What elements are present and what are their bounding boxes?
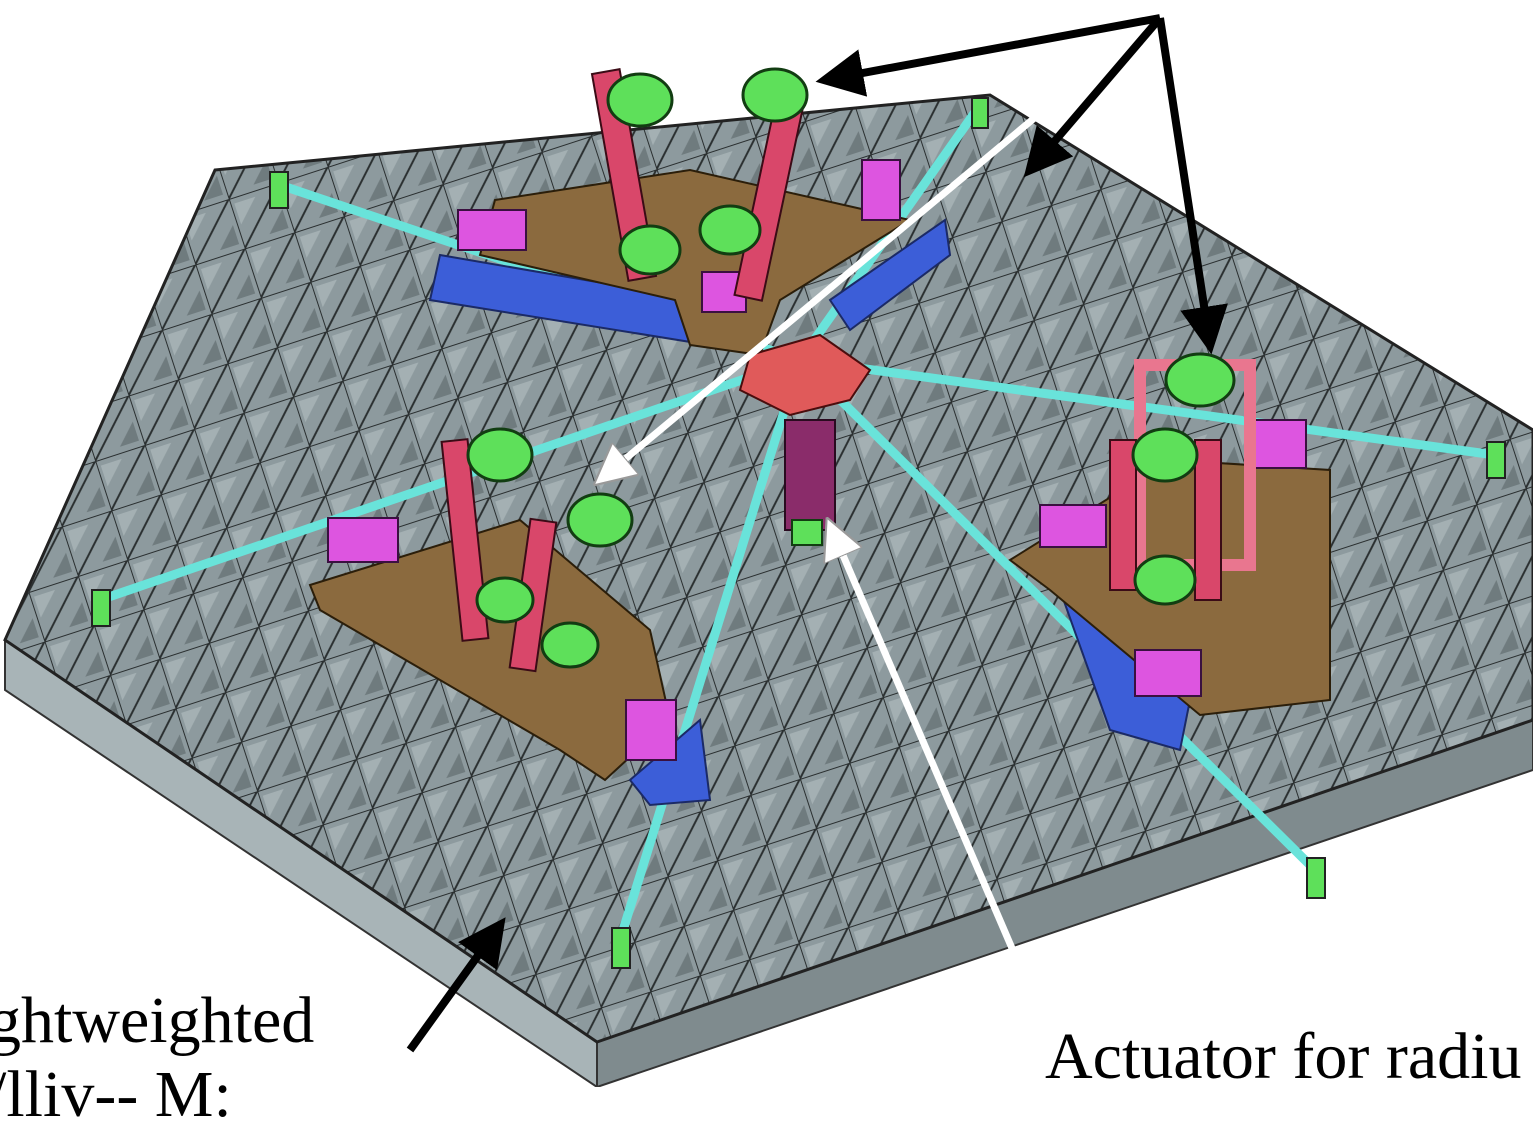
actuator-tower-left bbox=[440, 427, 634, 673]
strut-foot bbox=[1306, 857, 1326, 899]
flexure-block bbox=[457, 209, 527, 251]
arrow-white bbox=[830, 525, 1049, 1027]
actuator-coil bbox=[566, 492, 634, 548]
strut-foot bbox=[971, 97, 989, 129]
central-hub bbox=[738, 333, 872, 546]
white-arrows bbox=[600, 77, 1083, 1027]
strut-foot bbox=[1486, 441, 1506, 479]
strut-foot bbox=[269, 171, 289, 209]
strut bbox=[795, 355, 1320, 875]
strut bbox=[615, 355, 805, 945]
mirror-top-face bbox=[3, 93, 1533, 1044]
actuator-coil bbox=[475, 576, 535, 624]
hub-plate bbox=[738, 333, 872, 417]
strut-foot bbox=[611, 927, 631, 969]
actuator-coil bbox=[466, 427, 534, 483]
mirror-label-line1: ghtweighted bbox=[0, 984, 315, 1057]
flexure-block bbox=[861, 159, 901, 221]
whiffle-bar bbox=[828, 218, 952, 332]
actuator-post bbox=[1109, 439, 1137, 591]
flexure-block bbox=[327, 517, 399, 563]
strut-feet bbox=[91, 97, 1506, 969]
actuator-post bbox=[1194, 439, 1222, 601]
arrow-black bbox=[815, 14, 1161, 97]
flexure-block bbox=[625, 699, 677, 761]
black-arrows bbox=[406, 14, 1228, 1053]
mirror-label-line2: /lliv-- M: bbox=[0, 1058, 232, 1131]
flexure-block bbox=[1249, 419, 1307, 469]
actuator-post bbox=[440, 438, 490, 642]
actuator-coil bbox=[741, 67, 809, 123]
actuator-coil bbox=[606, 72, 674, 128]
actuator-label: Actuator for radiu bbox=[1045, 1020, 1522, 1093]
radius-actuator-base bbox=[791, 519, 823, 546]
arrow-white bbox=[600, 77, 1083, 480]
whiffle-bars bbox=[428, 218, 1192, 807]
strut bbox=[795, 355, 1500, 460]
actuator-coil bbox=[1164, 352, 1236, 408]
actuator-coil bbox=[540, 621, 600, 669]
flexure-block bbox=[1134, 649, 1202, 697]
lightweighted-mirror bbox=[3, 93, 1533, 1087]
actuator-tower-top bbox=[590, 67, 809, 302]
flexure-blocks bbox=[327, 159, 1307, 761]
arrow-black bbox=[1023, 15, 1164, 178]
arrow-black bbox=[406, 917, 506, 1053]
mirror-assembly-diagram bbox=[3, 14, 1533, 1087]
flexure-block bbox=[1039, 504, 1107, 548]
actuator-coil bbox=[1131, 427, 1199, 483]
actuator-coil bbox=[618, 224, 682, 276]
actuator-coil bbox=[698, 204, 762, 256]
actuator-coil bbox=[1133, 554, 1197, 606]
strut-foot bbox=[91, 589, 111, 627]
actuator-tower-right bbox=[1109, 352, 1256, 606]
arrow-black bbox=[1156, 17, 1228, 355]
radius-actuator bbox=[784, 419, 836, 531]
